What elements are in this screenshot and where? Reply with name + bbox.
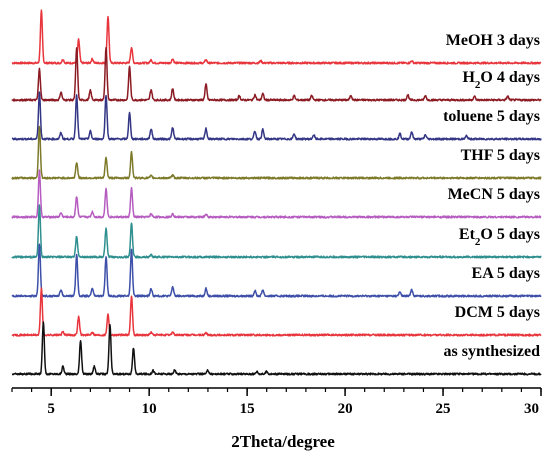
series-line bbox=[11, 9, 542, 65]
series-et2o-5-days: Et2O 5 days bbox=[11, 204, 542, 259]
series-label: MeOH 3 days bbox=[446, 32, 540, 49]
series-mecn-5-days: MeCN 5 days bbox=[11, 169, 542, 219]
series-line bbox=[11, 243, 542, 298]
x-tick-label: 30 bbox=[524, 401, 539, 417]
series-label: DCM 5 days bbox=[455, 304, 540, 321]
series-label: H2O 4 days bbox=[462, 69, 540, 91]
series-line bbox=[11, 204, 542, 259]
series-label: as synthesized bbox=[444, 343, 541, 360]
series-h2o-4-days: H2O 4 days bbox=[11, 47, 542, 102]
series-label: EA 5 days bbox=[472, 265, 540, 282]
series-layer: MeOH 3 days H2O 4 days toluene 5 days THF 5… bbox=[11, 9, 542, 376]
series-thf-5-days: THF 5 days bbox=[11, 125, 542, 180]
series-line bbox=[11, 287, 542, 337]
series-line bbox=[11, 321, 542, 376]
series-meoh-3-days: MeOH 3 days bbox=[11, 9, 542, 65]
series-label: THF 5 days bbox=[461, 147, 540, 164]
series-line bbox=[11, 125, 542, 180]
x-tick-label: 15 bbox=[240, 401, 255, 417]
x-axis-title: 2Theta/degree bbox=[231, 432, 335, 451]
x-axis: 5 10 15 20 25 30 bbox=[11, 387, 542, 417]
series-label: MeCN 5 days bbox=[448, 186, 540, 203]
x-tick-label: 10 bbox=[142, 401, 157, 417]
x-tick-label: 5 bbox=[47, 401, 55, 417]
x-tick-label: 20 bbox=[338, 401, 353, 417]
x-tick-label: 25 bbox=[436, 401, 451, 417]
series-label: toluene 5 days bbox=[443, 108, 540, 125]
series-label: Et2O 5 days bbox=[459, 226, 540, 248]
series-dcm-5-days: DCM 5 days bbox=[11, 287, 542, 337]
series-line bbox=[11, 169, 542, 219]
series-line bbox=[11, 91, 542, 141]
series-as-synthesized: as synthesized bbox=[11, 321, 542, 376]
series-toluene-5-days: toluene 5 days bbox=[11, 91, 542, 141]
series-line bbox=[11, 47, 542, 102]
series-ea-5-days: EA 5 days bbox=[11, 243, 542, 298]
